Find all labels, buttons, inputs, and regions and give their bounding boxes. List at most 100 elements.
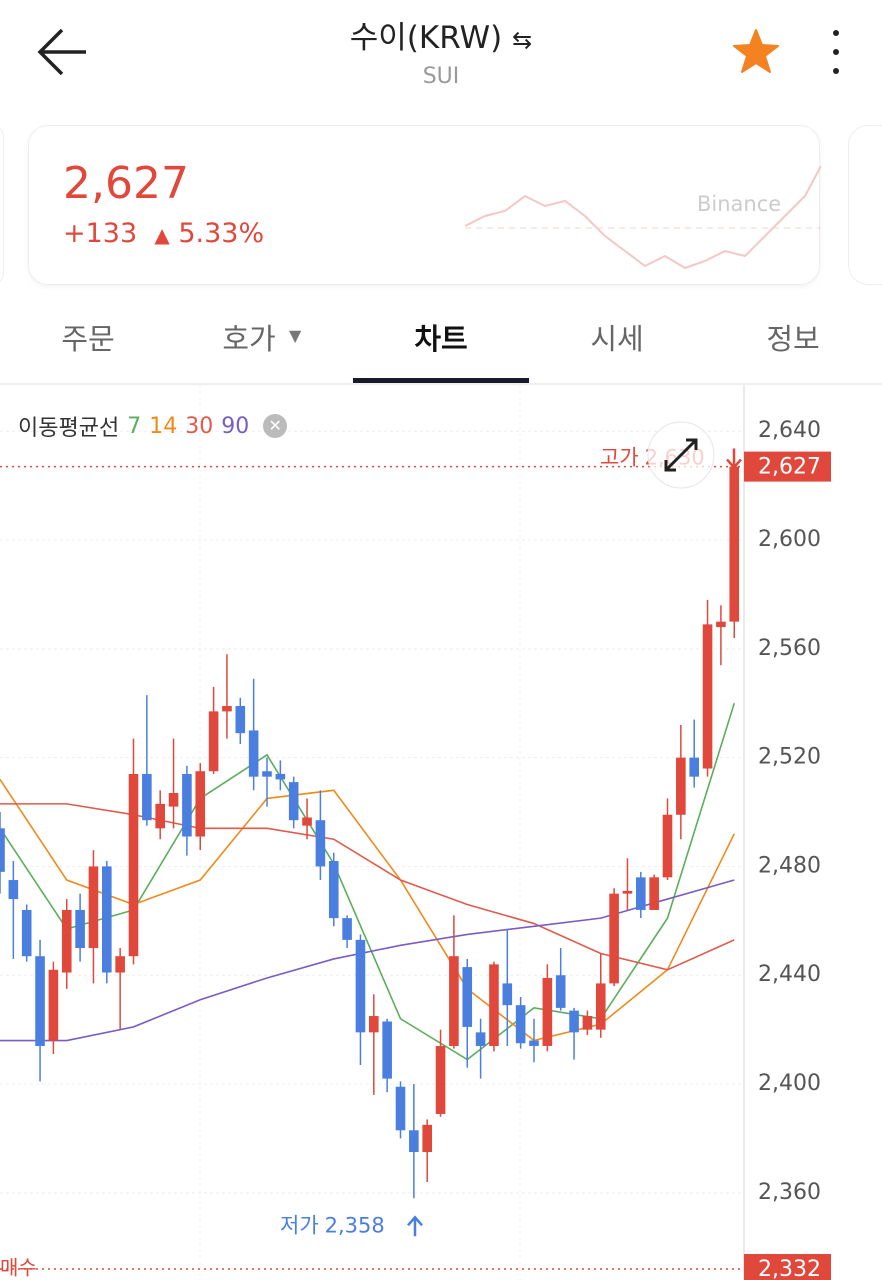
y-tick-label: 2,640 [758,418,821,443]
candle-body [382,1021,392,1079]
high-label: 고가 [600,445,639,469]
candle-body [248,730,259,777]
candle-body [449,956,459,1046]
y-tick-label: 2,520 [758,745,821,770]
buy-label: 매수 [0,1256,37,1280]
candle-body [662,814,673,878]
y-tick-label: 2,600 [758,527,821,552]
change: +133 ▲ 5.33% [63,218,264,249]
current-price-label: 2,627 [758,455,821,480]
up-triangle: ▲ [154,223,170,247]
candle-body [595,983,606,1030]
candle-body [342,918,352,940]
legend-entry: 90 [221,413,250,439]
candle-body [569,1010,579,1033]
plot [0,455,740,1199]
swap-icon[interactable]: ⇆ [512,26,533,54]
candle-body [529,1040,539,1046]
next-card [848,125,882,285]
candle-body [102,866,112,973]
low-marker: 저가 2,358 [280,1213,385,1237]
candle-body [489,964,499,1046]
y-tick-label: 2,400 [758,1071,821,1096]
candle-body [235,705,246,734]
ma-legend[interactable]: 이동평균선 7 14 30 90 ✕ [18,410,288,442]
prev-card [0,125,4,285]
candle-body [395,1086,406,1131]
candle-body [515,1005,526,1044]
candle-body [8,880,19,900]
buy-price-box [744,1254,831,1280]
tab[interactable]: 호가 [222,322,276,356]
moving-average-line [0,703,736,1061]
candle-body [582,1016,593,1030]
candle-body [88,866,99,949]
candle-body [409,1130,419,1153]
candle-body [475,1032,486,1046]
candle-body [369,1016,379,1033]
subtitle: SUI [422,64,460,89]
candle-body [328,861,339,919]
candle-body [61,909,72,973]
candle-body [702,624,713,769]
candle-body [542,977,553,1046]
legend-close[interactable]: ✕ [263,414,288,438]
menu-button[interactable] [826,28,846,76]
tab[interactable]: 시세 [590,322,644,356]
candle-body [48,969,59,1041]
tab[interactable]: 주문 [61,322,115,356]
buy-price-label: 2,332 [758,1257,821,1280]
candle-body [168,793,179,807]
sparkline [465,165,821,270]
candle-body [115,956,125,973]
candle-body [128,773,139,957]
candle-body [302,817,312,826]
chart: 2,640 2,600 2,560 2,520 2,480 2,440 2,400 2,360… [0,385,831,1280]
change-rate: 5.33% [178,218,265,249]
candle-body [435,1045,446,1114]
tab[interactable]: 정보 [766,322,820,356]
price: 2,627 [63,158,189,209]
legend-entry: 14 [149,413,178,439]
candle-body [21,909,32,957]
candle-body [649,877,659,910]
candle-body [636,877,646,910]
favorite-star[interactable] [732,28,780,74]
candle-body [422,1124,432,1153]
candle-body [315,820,326,867]
candle-body [462,967,473,1027]
expand-icon [664,438,698,472]
candle-body [35,956,45,1046]
candle-body [275,773,286,780]
candle-body [609,893,619,984]
candle-body [689,757,699,777]
y-tick-label: 2,560 [758,636,821,661]
candle-body [222,705,232,712]
candle-body [75,909,85,949]
candle-body [716,621,726,628]
ticker-card[interactable]: 2,627 +133 ▲ 5.33% Binance [28,125,821,285]
candle-body [555,975,566,1008]
candle-body [142,773,152,821]
low-value: 2,358 [325,1213,385,1237]
tab[interactable]: 차트 [414,322,468,356]
candle-body [729,466,740,622]
back-button[interactable] [36,28,90,76]
candle-body [182,773,192,837]
low-arrow [407,1215,423,1237]
change-amount: +133 [63,218,138,249]
legend-title: 이동평균선 [18,416,120,441]
candle-body [0,828,5,872]
candle-body [502,983,513,1006]
low-label: 저가 [280,1213,319,1237]
candle-body [288,782,299,821]
moving-average-line [0,778,735,1042]
y-tick-label: 2,440 [758,962,821,987]
active-tab-indicator [353,378,529,384]
candle-body [195,771,206,837]
candle-body [622,890,633,894]
legend-entry: 7 [127,413,142,439]
y-tick-label: 2,360 [758,1180,821,1205]
candle-body [676,757,686,815]
